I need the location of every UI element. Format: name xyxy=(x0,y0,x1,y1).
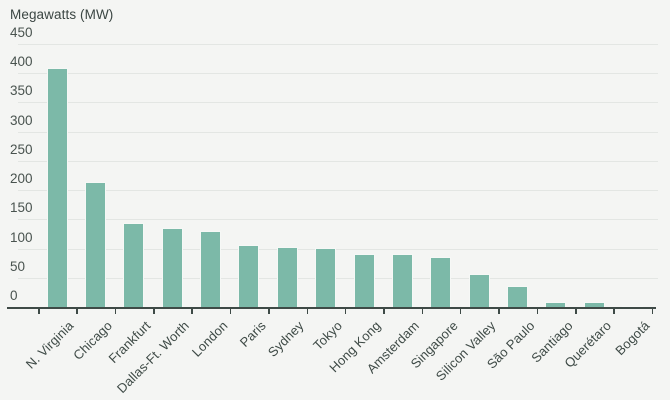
x-axis-tick xyxy=(536,309,539,314)
y-tick-label: 0 xyxy=(10,288,18,303)
gridline xyxy=(18,248,658,250)
bar-silicon-valley xyxy=(468,274,490,308)
x-axis-tick xyxy=(459,309,462,314)
x-axis-tick xyxy=(306,309,309,314)
x-axis-line xyxy=(7,307,656,309)
y-tick-label: 300 xyxy=(10,112,33,128)
y-tick-label: 250 xyxy=(10,141,33,157)
bar-paris xyxy=(238,245,260,308)
x-tick-label: Tokyo xyxy=(310,318,346,353)
gridline xyxy=(18,73,658,75)
bar-tokyo xyxy=(315,248,337,308)
gridline xyxy=(18,219,658,221)
y-tick-label: 450 xyxy=(10,25,33,40)
bar-singapore xyxy=(430,257,452,308)
x-tick-label: Sydney xyxy=(265,318,307,360)
x-axis-tick xyxy=(268,309,270,314)
x-axis-tick xyxy=(229,309,232,314)
bar-frankfurt xyxy=(123,223,145,308)
bar-chicago xyxy=(85,182,107,308)
x-axis-tick xyxy=(575,309,577,314)
gridline xyxy=(18,190,658,192)
bar-n-virginia xyxy=(46,68,68,308)
x-axis-tick xyxy=(651,309,654,314)
x-tick-label: London xyxy=(188,318,231,360)
gridline xyxy=(18,160,658,162)
x-axis-tick xyxy=(38,309,40,314)
y-tick-label: 200 xyxy=(10,171,33,187)
bar-dallas-ft-worth xyxy=(161,228,183,308)
x-axis-tick xyxy=(344,309,347,314)
x-axis-tick xyxy=(421,309,424,314)
x-tick-label: Bogotá xyxy=(612,318,653,359)
bar-s-o-paulo xyxy=(507,286,528,308)
bar-hong-kong xyxy=(353,254,375,308)
y-axis-title: Megawatts (MW) xyxy=(10,7,114,22)
gridline xyxy=(18,44,658,45)
y-tick-label: 150 xyxy=(10,200,33,216)
bar-santiago xyxy=(545,302,567,308)
gridline xyxy=(18,277,658,279)
bar-sydney xyxy=(276,247,298,308)
x-tick-label: Paris xyxy=(236,318,269,350)
x-axis-tick xyxy=(498,309,500,314)
x-tick-label: Dallas-Ft. Worth xyxy=(113,318,192,396)
x-axis-tick xyxy=(76,309,78,314)
x-tick-label: N. Virginia xyxy=(23,318,77,372)
y-tick-label: 350 xyxy=(10,83,33,99)
x-axis-tick xyxy=(383,309,385,314)
gridline xyxy=(18,102,658,104)
bar-amsterdam xyxy=(391,254,413,308)
gridline xyxy=(18,131,658,133)
y-tick-label: 100 xyxy=(10,229,33,245)
y-tick-label: 50 xyxy=(10,258,26,274)
x-axis-tick xyxy=(613,309,615,314)
y-tick-label: 400 xyxy=(10,54,33,70)
bar-quer-taro xyxy=(583,302,605,308)
x-axis-tick xyxy=(114,309,117,314)
x-axis-tick xyxy=(153,309,155,314)
x-axis-tick xyxy=(191,309,193,314)
bar-london xyxy=(200,231,222,308)
